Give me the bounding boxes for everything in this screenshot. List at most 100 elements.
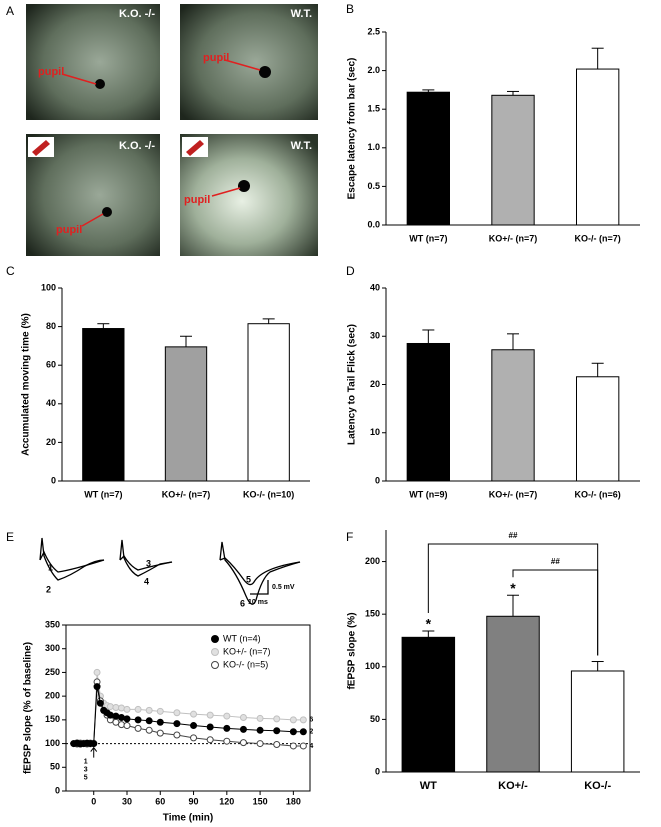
bar — [491, 94, 535, 226]
x-tick-label: 0 — [91, 796, 96, 806]
data-point — [299, 742, 307, 750]
x-tick-label: 180 — [286, 796, 301, 806]
trace-label: 5 — [246, 574, 251, 584]
data-point — [117, 721, 125, 729]
x-tick-label: KO-/- (n=7) — [575, 233, 621, 243]
data-point — [156, 729, 164, 737]
photo-label: pupil — [184, 194, 210, 206]
y-tick-label: 200 — [365, 556, 380, 566]
y-tick-label: 20 — [46, 437, 56, 447]
legend-marker — [211, 661, 219, 669]
data-point — [190, 722, 198, 730]
y-tick-label: 150 — [365, 609, 380, 619]
data-point — [239, 725, 247, 733]
legend-marker — [211, 635, 219, 643]
y-axis-label: fEPSP slope (% of baseline) — [23, 642, 34, 774]
photo-label: pupil — [38, 66, 64, 78]
bar — [486, 615, 540, 773]
bar — [247, 323, 290, 482]
data-point — [273, 727, 281, 735]
panel-label: F — [346, 530, 353, 544]
x-tick-label: WT (n=7) — [84, 489, 122, 499]
data-point — [289, 716, 297, 724]
y-tick-label: 40 — [370, 282, 380, 292]
y-tick-label: 2.0 — [367, 65, 380, 75]
x-tick-label: 30 — [122, 796, 132, 806]
photo-label: pupil — [203, 52, 229, 64]
y-axis-label: Latency to Tail Flick (sec) — [347, 324, 358, 445]
data-point — [223, 737, 231, 745]
y-tick-label: 200 — [45, 691, 60, 701]
y-tick-label: 0 — [51, 475, 56, 485]
photo: K.O. -/- pupil — [26, 134, 160, 256]
photo-title: K.O. -/- — [119, 8, 155, 20]
data-point — [273, 715, 281, 723]
data-point — [299, 728, 307, 736]
data-point — [156, 707, 164, 715]
trace-label: 6 — [240, 598, 245, 608]
bar — [82, 328, 125, 482]
x-tick-label: KO+/- (n=7) — [162, 489, 211, 499]
x-tick-label: KO+/- — [498, 780, 528, 792]
photo: K.O. -/- pupil — [26, 4, 160, 120]
data-point — [190, 734, 198, 742]
panel-label: D — [346, 264, 355, 278]
data-point — [106, 711, 114, 719]
photo-title: W.T. — [291, 140, 312, 152]
y-tick-label: 40 — [46, 398, 56, 408]
data-point — [206, 736, 214, 744]
y-tick-label: 300 — [45, 643, 60, 653]
y-tick-label: 1.5 — [367, 104, 380, 114]
y-tick-label: 350 — [45, 619, 60, 629]
y-tick-label: 0 — [375, 766, 380, 776]
data-point — [173, 731, 181, 739]
y-tick-label: 250 — [45, 667, 60, 677]
y-tick-label: 60 — [46, 360, 56, 370]
stimulus-arrow — [90, 746, 98, 758]
y-tick-label: 100 — [45, 738, 60, 748]
data-point — [256, 726, 264, 734]
data-point — [145, 706, 153, 714]
y-tick-label: 30 — [370, 331, 380, 341]
data-point — [134, 705, 142, 713]
x-tick-label: KO-/- — [584, 780, 611, 792]
trace-label: 3 — [146, 558, 151, 568]
y-tick-label: 150 — [45, 714, 60, 724]
scale-label: 0.5 mV — [272, 584, 295, 591]
data-point — [145, 726, 153, 734]
data-point — [96, 699, 104, 707]
start-label: 3 — [84, 766, 88, 773]
bar — [164, 346, 208, 482]
y-tick-label: 100 — [41, 282, 56, 292]
end-label: 4 — [309, 743, 313, 750]
data-point — [223, 712, 231, 720]
scale-label: 10 ms — [248, 599, 268, 606]
data-point — [145, 717, 153, 725]
data-point — [289, 728, 297, 736]
y-tick-label: 80 — [46, 321, 56, 331]
y-tick-label: 100 — [365, 661, 380, 671]
x-tick-label: KO-/- (n=10) — [243, 489, 294, 499]
y-tick-label: 20 — [370, 379, 380, 389]
x-tick-label: 60 — [155, 796, 165, 806]
x-tick-label: 150 — [253, 796, 268, 806]
trace-label: 2 — [46, 584, 51, 594]
start-label: 5 — [84, 774, 88, 781]
legend-label: WT (n=4) — [223, 633, 261, 643]
y-tick-label: 0.0 — [367, 219, 380, 229]
legend-label: KO-/- (n=5) — [223, 659, 268, 669]
bar — [570, 670, 625, 773]
data-point — [206, 723, 214, 731]
end-label: 6 — [309, 717, 313, 724]
y-tick-label: 50 — [50, 762, 60, 772]
y-tick-label: 10 — [370, 427, 380, 437]
photo: W.T. pupil — [180, 4, 318, 120]
data-point — [134, 724, 142, 732]
bar — [576, 376, 620, 482]
y-axis-label: fEPSP slope (%) — [347, 612, 358, 689]
bracket — [512, 569, 599, 656]
end-label: 2 — [309, 729, 313, 736]
photo-label: pupil — [56, 224, 82, 236]
data-point — [106, 703, 114, 711]
panel-label: A — [6, 4, 14, 18]
